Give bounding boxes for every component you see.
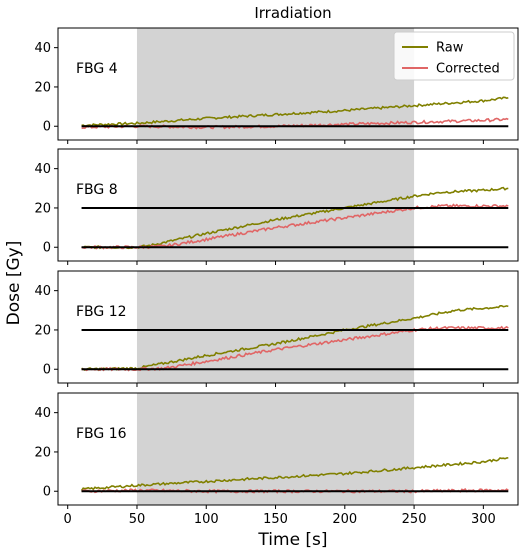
x-tick-label: 50 <box>129 512 146 527</box>
x-tick-label: 250 <box>402 512 427 527</box>
x-tick-label: 200 <box>332 512 357 527</box>
series-raw-line <box>81 96 509 127</box>
irradiation-shade <box>136 149 415 261</box>
panel-frame <box>57 148 519 262</box>
panels-group: 0 20 40 FBG 4 Raw Corrected 0 20 40 FBG 8 0 20 40 FBG… <box>34 27 519 527</box>
y-tick-label: 40 <box>34 406 51 421</box>
y-tick-label: 40 <box>34 41 51 56</box>
y-tick-label: 0 <box>43 485 51 500</box>
x-tick-label: 150 <box>263 512 288 527</box>
panel-2: 0 20 40 FBG 8 <box>34 148 519 265</box>
panel-frame <box>57 27 519 141</box>
irradiation-shade <box>136 28 415 140</box>
x-tick-label: 0 <box>64 512 72 527</box>
plot-area <box>81 96 509 130</box>
series-raw-line <box>80 457 509 491</box>
panel-label: FBG 8 <box>76 182 118 198</box>
y-tick-label: 20 <box>34 445 51 460</box>
y-tick-label: 40 <box>34 162 51 177</box>
y-tick-label: 0 <box>43 241 51 256</box>
irradiation-shade <box>136 393 415 505</box>
panel-label: FBG 4 <box>76 61 118 77</box>
panel-3: 0 20 40 FBG 12 <box>34 270 519 387</box>
panel-1: 0 20 40 FBG 4 Raw Corrected <box>34 27 519 144</box>
y-tick-label: 40 <box>34 284 51 299</box>
panel-label: FBG 12 <box>76 304 127 320</box>
y-tick-label: 20 <box>34 323 51 338</box>
y-tick-label: 0 <box>43 120 51 135</box>
plot-area <box>81 305 509 372</box>
legend: Raw Corrected <box>393 31 515 81</box>
chart-title: Irradiation <box>254 4 331 22</box>
panel-4: 0 20 40 0 50 100 150 200 250 300 FBG 16 <box>34 392 519 527</box>
irradiation-shade <box>136 271 415 383</box>
panel-frame <box>57 270 519 384</box>
y-tick-label: 20 <box>34 80 51 95</box>
legend-label-raw: Raw <box>436 41 464 56</box>
series-raw-line <box>81 186 509 250</box>
plot-area <box>80 457 509 494</box>
panel-label: FBG 16 <box>76 426 127 442</box>
x-tick-label: 100 <box>194 512 219 527</box>
y-axis-title: Dose [Gy] <box>4 241 24 326</box>
x-tick-label: 300 <box>471 512 496 527</box>
y-tick-label: 20 <box>34 201 51 216</box>
legend-label-corrected: Corrected <box>436 62 500 77</box>
series-raw-line <box>81 305 509 372</box>
panel-frame <box>57 392 519 506</box>
plot-area <box>81 186 509 250</box>
x-axis-title: Time [s] <box>257 530 327 550</box>
y-tick-label: 0 <box>43 363 51 378</box>
